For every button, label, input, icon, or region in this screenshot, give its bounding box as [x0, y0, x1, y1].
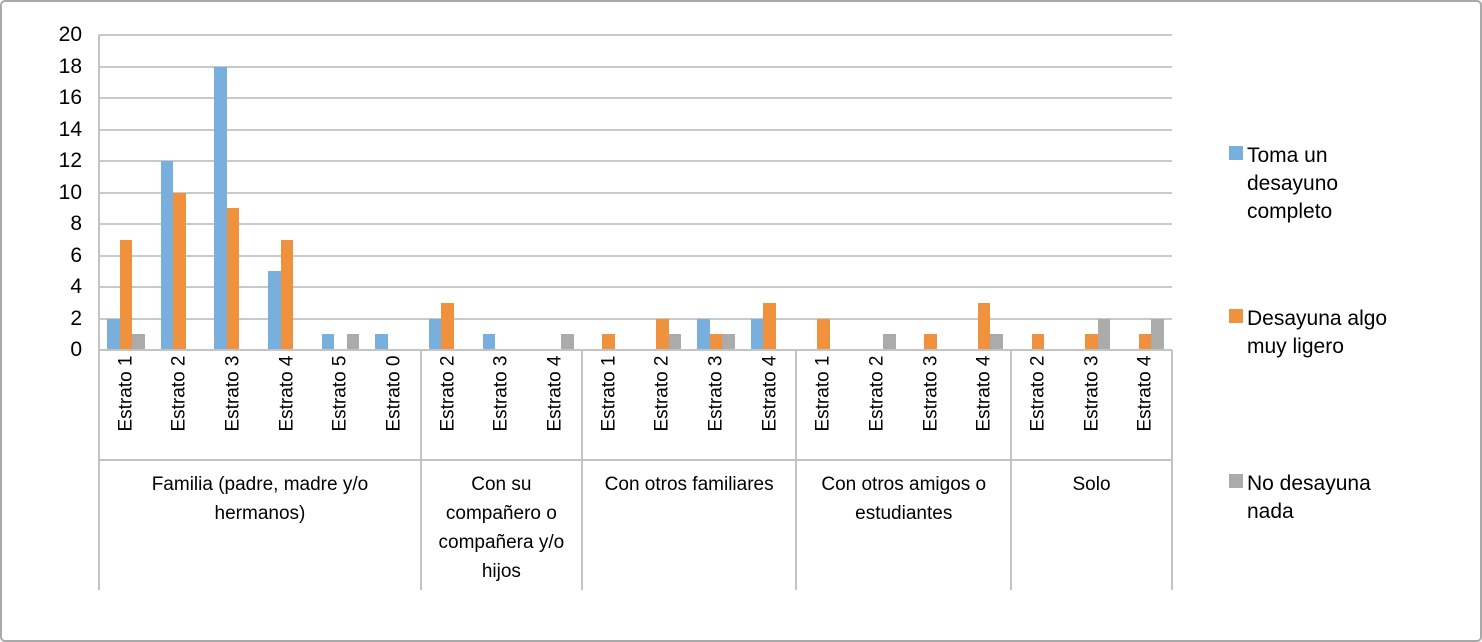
category-separator-line: [98, 350, 100, 590]
category-separator-line: [1171, 350, 1173, 590]
x-axis-tick-label: Estrato 3: [222, 355, 244, 432]
y-axis-tick-label: 10: [58, 180, 82, 204]
category-group-label: Con su compañero o compañera y/o hijos: [438, 474, 565, 582]
bar: [817, 318, 830, 350]
x-axis-tick-label: Estrato 2: [1027, 355, 1049, 432]
x-axis-tick-label: Estrato 2: [168, 355, 190, 432]
bar: [160, 161, 174, 350]
x-axis-tick-label: Estrato 3: [920, 355, 942, 432]
y-axis-tick-label: 0: [70, 338, 82, 361]
x-axis-tick-label: Estrato 1: [812, 355, 834, 432]
category-group-label: Con otros familiares: [604, 474, 774, 495]
bar: [119, 239, 133, 350]
gridline: [99, 286, 1172, 288]
x-axis-tick-label: Estrato 0: [383, 355, 405, 432]
y-axis-tick-label: 14: [58, 117, 82, 141]
legend-item: Desayuna algo muy ligero: [1229, 305, 1393, 361]
category-separator-line: [1010, 350, 1013, 590]
bar: [375, 334, 388, 350]
bar: [268, 271, 281, 350]
bar: [173, 192, 186, 350]
category-separator-line: [795, 350, 798, 590]
x-axis-tick-label: Estrato 5: [329, 355, 351, 432]
bar: [668, 334, 682, 350]
bar: [280, 239, 294, 350]
x-axis-tick-label: Estrato 3: [1081, 355, 1103, 432]
bar: [214, 66, 227, 350]
x-axis-tick-label: Estrato 2: [437, 355, 459, 432]
legend-swatch-icon: [1229, 146, 1243, 160]
bar: [1085, 334, 1098, 350]
bar: [697, 318, 710, 350]
y-axis-tick-label: 12: [58, 149, 82, 172]
label-row-separator-line: [99, 459, 1172, 461]
gridline: [99, 191, 1172, 194]
category-separator-line: [580, 350, 583, 590]
y-axis-tick-label: 6: [70, 243, 82, 267]
bar: [321, 334, 335, 350]
bar: [346, 334, 360, 350]
legend-label: No desayuna nada: [1247, 472, 1371, 523]
legend-label: Toma un desayuno completo: [1247, 144, 1339, 223]
x-axis-tick-label: Estrato 3: [490, 355, 512, 432]
y-axis-tick-label: 18: [58, 54, 82, 78]
bar: [132, 334, 145, 350]
bar: [656, 318, 669, 350]
bar: [883, 334, 896, 350]
x-axis-tick-label: Estrato 1: [115, 355, 137, 432]
y-axis-tick-label: 8: [70, 212, 82, 235]
bar: [990, 334, 1003, 350]
bar: [226, 208, 240, 350]
x-axis-tick-label: Estrato 2: [651, 355, 673, 432]
gridline: [99, 34, 1172, 36]
x-axis-tick-label: Estrato 4: [1134, 355, 1156, 432]
bar: [924, 334, 937, 350]
bar: [482, 334, 496, 350]
bar: [722, 334, 735, 350]
category-group-label: Con otros amigos o estudiantes: [821, 474, 987, 524]
bar: [602, 334, 615, 350]
bar: [1031, 334, 1045, 350]
bar: [107, 318, 120, 350]
x-axis-line: [99, 349, 1172, 351]
legend-item: No desayuna nada: [1229, 470, 1393, 526]
y-axis-line: [98, 35, 100, 350]
bar: [1097, 318, 1111, 350]
bar: [977, 302, 991, 350]
bar: [561, 334, 574, 350]
x-axis-tick-label: Estrato 4: [759, 355, 781, 432]
gridline: [99, 160, 1172, 162]
category-group-label: Solo: [1072, 474, 1111, 495]
y-axis-tick-label: 2: [70, 306, 82, 330]
y-axis-tick-label: 16: [58, 86, 82, 109]
bar: [750, 318, 764, 350]
bar: [1138, 334, 1152, 350]
gridline: [99, 317, 1172, 320]
x-axis-tick-label: Estrato 4: [276, 355, 298, 432]
category-group-label: Familia (padre, madre y/o hermanos): [151, 474, 369, 524]
bar: [1151, 318, 1164, 350]
gridline: [99, 128, 1172, 131]
x-axis-tick-label: Estrato 4: [973, 355, 995, 432]
bar: [709, 334, 723, 350]
bar: [441, 302, 454, 350]
gridline: [99, 65, 1172, 68]
legend-item: Toma un desayuno completo: [1229, 142, 1393, 226]
x-axis-tick-label: Estrato 4: [544, 355, 566, 432]
bar: [428, 318, 442, 350]
legend-swatch-icon: [1229, 309, 1243, 323]
x-axis-tick-label: Estrato 2: [866, 355, 888, 432]
gridline: [99, 97, 1172, 99]
y-axis-tick-label: 4: [70, 275, 82, 298]
x-axis-tick-label: Estrato 3: [705, 355, 727, 432]
y-axis-tick-label: 20: [58, 23, 82, 46]
gridline: [99, 254, 1172, 257]
category-separator-line: [419, 350, 422, 590]
x-axis-tick-label: Estrato 1: [598, 355, 620, 432]
legend-label: Desayuna algo muy ligero: [1247, 307, 1388, 358]
legend-swatch-icon: [1229, 474, 1243, 488]
gridline: [99, 223, 1172, 225]
bar: [763, 302, 776, 350]
